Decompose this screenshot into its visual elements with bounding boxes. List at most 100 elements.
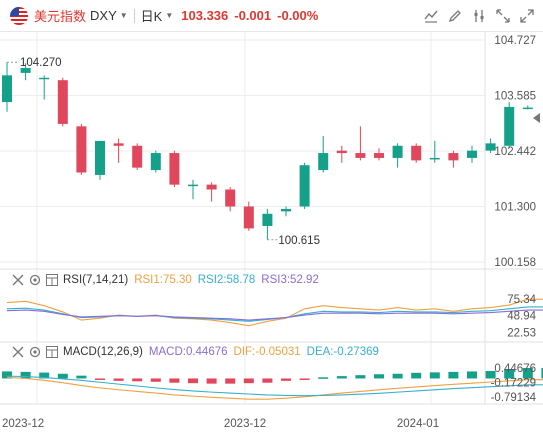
table-icon[interactable] [46, 346, 58, 358]
price-tick-label: 100.158 [494, 257, 536, 269]
candle-body [243, 206, 254, 229]
settings-button[interactable] [469, 6, 489, 26]
candle-body [448, 153, 459, 161]
table-icon[interactable] [46, 274, 58, 286]
fullscreen-button[interactable] [517, 6, 537, 26]
price-tick-label: 101.300 [494, 202, 536, 214]
macd-panel: 0.44676 -0.17229 -0.79134 [2, 363, 543, 404]
price-axis: 104.727 103.585 102.442 101.300 100.158 [7, 35, 536, 269]
candle-body [281, 208, 291, 212]
candle-body [429, 157, 440, 160]
candle-body [206, 184, 217, 190]
candle-body [95, 140, 105, 175]
gear-icon[interactable] [29, 346, 41, 358]
dif-line [6, 376, 543, 400]
macd-value: MACD:0.44676 [148, 346, 228, 358]
time-tick-label: 2023-12 [224, 418, 266, 430]
macd-histogram-bar [541, 367, 543, 379]
macd-histogram-bar [318, 377, 329, 379]
chevron-down-icon: ▼ [165, 11, 174, 20]
candle-body [225, 189, 236, 207]
macd-histogram-bar [20, 371, 31, 379]
candle-body [39, 77, 50, 80]
candle-body [485, 143, 496, 151]
rsi-tick-label: 22.53 [507, 327, 536, 339]
settings-icon [474, 10, 484, 22]
macd-legend: MACD(12,26,9) MACD:0.44676 DIF:-0.05031 … [12, 346, 385, 358]
low-price-label: 100.615 [278, 235, 320, 247]
gear-icon[interactable] [29, 274, 41, 286]
macd-histogram-bar [243, 378, 254, 384]
rsi3-value: RSI3:52.92 [261, 274, 319, 286]
rsi1-line [6, 298, 543, 327]
macd-histogram-bar [113, 378, 124, 381]
macd-histogram-bar [150, 378, 161, 382]
macd-histogram-bar [188, 378, 198, 384]
price-change: -0.001 [234, 8, 272, 23]
indicator-icon [424, 10, 438, 23]
draw-button[interactable] [445, 6, 465, 26]
rsi2-value: RSI2:58.78 [197, 274, 256, 286]
toolbar-actions [421, 6, 537, 26]
candle-body [467, 150, 477, 158]
draw-icon [448, 10, 461, 23]
chevron-down-icon: ▼ [119, 11, 128, 20]
candles [2, 62, 533, 240]
price-chart[interactable]: 104.727 103.585 102.442 101.300 100.158 75.3… [0, 32, 543, 437]
macd-tick-label: -0.17229 [491, 378, 536, 390]
interval-selector[interactable]: 日K ▼ [141, 6, 174, 25]
macd-histogram-bar [39, 372, 50, 379]
macd-histogram-bar [262, 378, 273, 383]
macd-histogram-bar [225, 378, 236, 384]
indicator-button[interactable] [421, 6, 441, 26]
rsi-tick-label: 48.94 [507, 311, 536, 323]
close-icon[interactable] [12, 274, 24, 286]
macd-histogram-bar [485, 370, 496, 379]
candle-body [76, 126, 87, 173]
grid-lines [0, 32, 543, 405]
macd-histogram-bar [95, 378, 105, 380]
interval-label: 日K [140, 9, 163, 24]
macd-histogram-bar [392, 373, 403, 379]
candle-body [318, 153, 329, 171]
macd-histogram-bar [132, 378, 143, 382]
chart-toolbar: 美元指数 DXY ▼ 日K ▼ 103.336 -0.001 -0.00% [0, 0, 543, 32]
candle-body [2, 75, 12, 103]
dif-value: DIF:-0.05031 [233, 346, 301, 358]
candle-body [411, 145, 422, 161]
macd-histogram-bar [355, 375, 366, 379]
compare-button[interactable] [493, 6, 513, 26]
price-tick-label: 102.442 [494, 146, 536, 158]
candle-body [522, 107, 533, 110]
time-axis: 2023-12 2023-12 2024-01 [2, 418, 439, 430]
price-change-pct: -0.00% [277, 8, 319, 23]
time-tick-label: 2023-12 [2, 418, 44, 430]
candle-body [57, 80, 68, 124]
macd-histogram-bar [429, 372, 440, 379]
chevron-left-icon[interactable] [531, 110, 541, 126]
candle-body [113, 143, 124, 146]
divider [133, 8, 135, 23]
candle-body [504, 106, 515, 146]
macd-histogram-bar [57, 373, 68, 379]
macd-histogram-bar [522, 367, 533, 379]
dea-line [6, 375, 543, 397]
candle-body [20, 68, 31, 73]
rsi-title: RSI(7,14,21) [63, 274, 129, 286]
macd-histogram-bar [281, 378, 291, 381]
symbol-name: 美元指数 [34, 9, 87, 24]
rsi1-value: RSI1:75.30 [134, 274, 192, 286]
macd-histogram-bar [76, 375, 87, 379]
candle-body [262, 213, 273, 226]
rsi-panel: 75.34 48.94 22.53 [6, 294, 543, 339]
candle-body [132, 145, 143, 168]
symbol-selector[interactable]: 美元指数 DXY ▼ [34, 6, 128, 25]
fullscreen-icon [520, 9, 534, 23]
macd-histogram-bar [336, 376, 347, 379]
price-tick-label: 104.727 [494, 35, 536, 47]
macd-histogram-bar [169, 378, 180, 383]
close-icon[interactable] [12, 346, 24, 358]
us-flag-icon [10, 6, 28, 25]
candle-body [374, 153, 384, 158]
candle-body [169, 153, 180, 185]
